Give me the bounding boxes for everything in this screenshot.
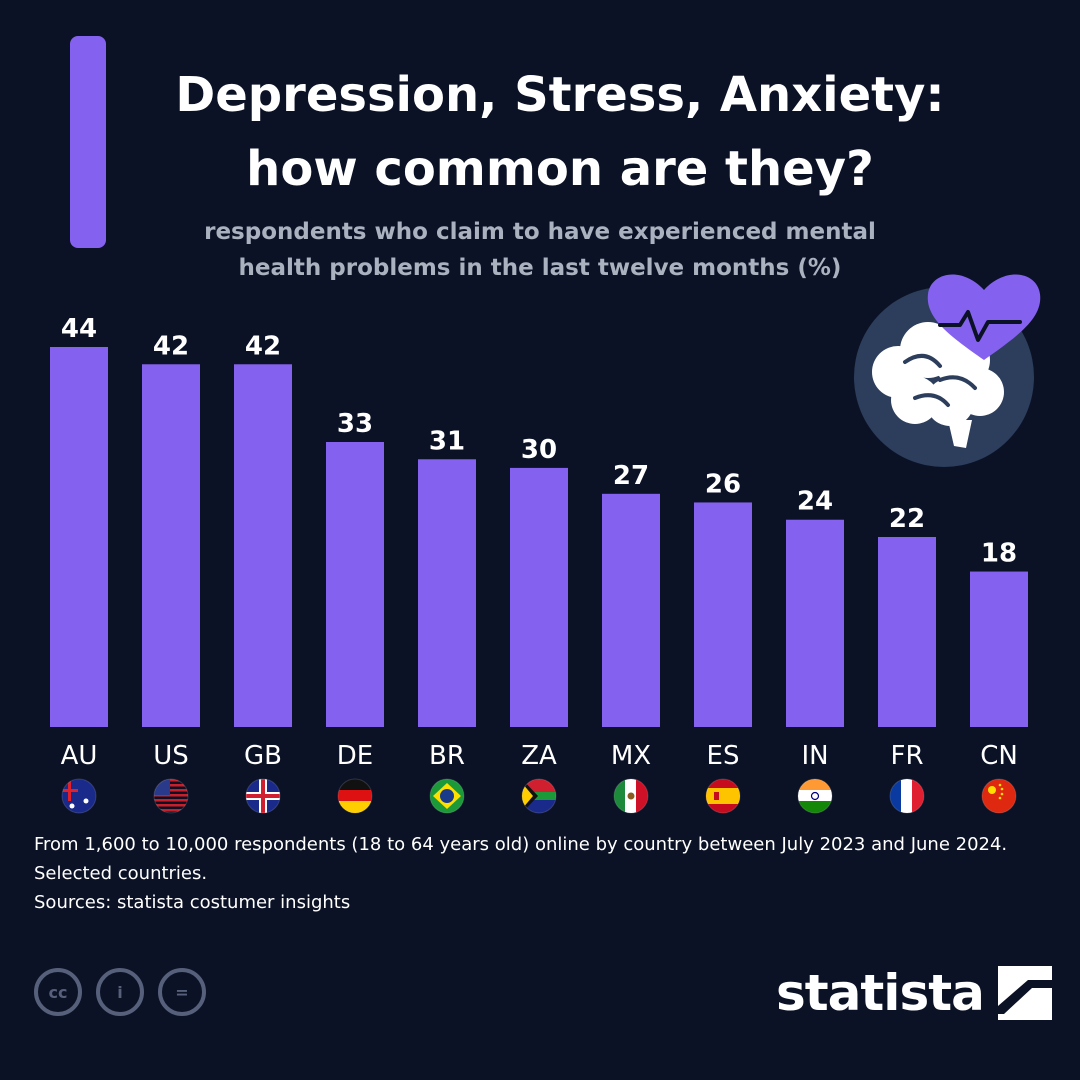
subtitle-line-1: respondents who claim to have experience… xyxy=(204,219,876,245)
flag-br-icon xyxy=(429,778,465,814)
bar-au xyxy=(50,347,108,727)
bar-in xyxy=(786,519,844,727)
accent-bar xyxy=(70,36,106,248)
no-derivatives-icon: = xyxy=(158,968,206,1016)
flag-es-icon xyxy=(705,778,741,814)
flag-au-icon xyxy=(61,778,97,814)
value-label-gb: 42 xyxy=(245,331,281,361)
bar-cn xyxy=(970,571,1028,727)
value-label-es: 26 xyxy=(705,469,741,499)
heart-icon xyxy=(927,274,1041,360)
bar-de xyxy=(326,442,384,727)
category-label-de: DE xyxy=(337,741,373,771)
brain-icon xyxy=(872,322,1004,448)
statista-logo-icon xyxy=(997,966,1052,1020)
footnote: From 1,600 to 10,000 respondents (18 to … xyxy=(34,830,1044,917)
value-label-in: 24 xyxy=(797,487,833,517)
bar-es xyxy=(694,502,752,727)
value-label-fr: 22 xyxy=(889,504,925,534)
flag-de-icon xyxy=(337,778,373,814)
subtitle-line-2: health problems in the last twelve month… xyxy=(238,255,842,281)
bar-mx xyxy=(602,493,660,727)
flag-cn-icon xyxy=(981,778,1017,814)
flag-in-icon xyxy=(797,778,833,814)
title-line-2: how common are they? xyxy=(246,141,874,197)
footnote-sources: Sources: statista costumer insights xyxy=(34,892,351,913)
value-label-mx: 27 xyxy=(613,461,649,491)
footnote-selection: Selected countries. xyxy=(34,863,208,884)
bar-us xyxy=(142,364,200,727)
category-label-fr: FR xyxy=(890,741,923,771)
value-label-us: 42 xyxy=(153,331,189,361)
statista-logo: statista xyxy=(776,958,1052,1028)
chart-title: Depression, Stress, Anxiety: how common … xyxy=(120,58,1000,206)
category-label-cn: CN xyxy=(980,741,1018,771)
value-label-au: 44 xyxy=(61,314,97,344)
category-label-mx: MX xyxy=(611,741,651,771)
title-line-1: Depression, Stress, Anxiety: xyxy=(175,67,945,123)
category-label-br: BR xyxy=(429,741,465,771)
bar-br xyxy=(418,459,476,727)
flag-us-icon xyxy=(153,778,189,814)
value-label-za: 30 xyxy=(521,435,557,465)
category-label-gb: GB xyxy=(244,741,282,771)
category-label-za: ZA xyxy=(521,741,557,771)
category-label-in: IN xyxy=(801,741,828,771)
chart-subtitle: respondents who claim to have experience… xyxy=(120,214,960,286)
value-label-cn: 18 xyxy=(981,539,1017,569)
bar-fr xyxy=(878,537,936,727)
bar-gb xyxy=(234,364,292,727)
value-label-br: 31 xyxy=(429,426,465,456)
brand-name: statista xyxy=(776,964,985,1022)
cc-icon: cc xyxy=(34,968,82,1016)
bar-chart: 44 42 42 33 31 30 27 26 24 22 18 AU US GB DE BR ZA MX ES I… xyxy=(50,274,1041,814)
footnote-source-description: From 1,600 to 10,000 respondents (18 to … xyxy=(34,834,1008,855)
attribution-icon: i xyxy=(96,968,144,1016)
flag-mx-icon xyxy=(613,778,649,814)
category-label-au: AU xyxy=(61,741,98,771)
license-icons: cc i = xyxy=(34,968,206,1016)
category-label-es: ES xyxy=(707,741,740,771)
flag-fr-icon xyxy=(889,778,925,814)
category-label-us: US xyxy=(153,741,189,771)
bar-za xyxy=(510,467,568,727)
flag-za-icon xyxy=(521,778,557,814)
flag-gb-icon xyxy=(245,778,281,814)
brain-heart-icon xyxy=(854,274,1041,467)
value-label-de: 33 xyxy=(337,409,373,439)
